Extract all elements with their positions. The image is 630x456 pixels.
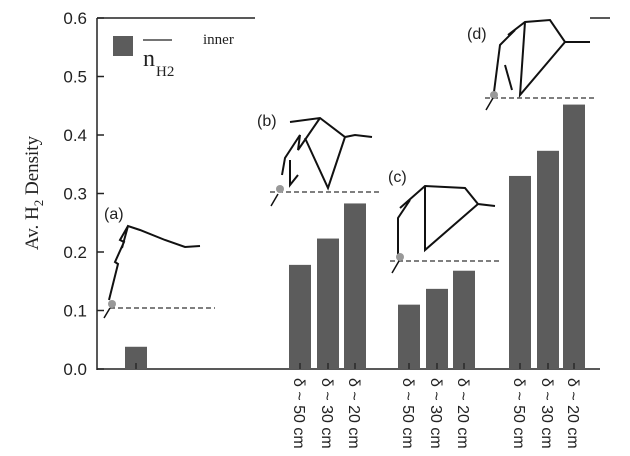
- legend-label: n: [143, 46, 155, 72]
- x-tick-label: δ ~ 30 cm: [427, 378, 444, 449]
- inset-b: [270, 118, 380, 206]
- legend: n H2 inner: [113, 32, 234, 80]
- x-tick-label: δ ~ 30 cm: [318, 378, 335, 449]
- x-tick-label: δ ~ 20 cm: [345, 378, 362, 449]
- x-tick-label: δ ~ 20 cm: [564, 378, 581, 449]
- x-tick-label: δ ~ 50 cm: [510, 378, 527, 449]
- bar: [537, 151, 559, 369]
- bar: [563, 105, 585, 369]
- annotation: (d): [467, 26, 487, 43]
- y-tick-label: 0.0: [63, 360, 87, 379]
- annotation: (b): [257, 113, 277, 130]
- inset-d: [485, 20, 595, 110]
- legend-swatch: [113, 36, 133, 56]
- bar: [509, 176, 531, 369]
- y-tick-label: 0.1: [63, 302, 87, 321]
- legend-sup: inner: [203, 32, 234, 48]
- x-tick-label: δ ~ 50 cm: [290, 378, 307, 449]
- y-tick-label: 0.4: [63, 126, 87, 145]
- bar: [398, 305, 420, 369]
- bar: [317, 239, 339, 369]
- y-label-part: Av. H: [22, 206, 43, 250]
- legend-sub: H2: [156, 64, 174, 80]
- y-tick-label: 0.5: [63, 68, 87, 87]
- bar: [453, 271, 475, 369]
- y-label-part: Density: [22, 135, 43, 199]
- y-tick-label: 0.3: [63, 185, 87, 204]
- inset-c: [390, 186, 500, 273]
- annotation: (a): [104, 206, 124, 223]
- x-tick-label: δ ~ 20 cm: [454, 378, 471, 449]
- y-tick-label: 0.6: [63, 9, 87, 28]
- x-tick-label: δ ~ 50 cm: [399, 378, 416, 449]
- y-tick-label: 0.2: [63, 243, 87, 262]
- bar: [344, 203, 366, 369]
- y-axis-label: Av. H2 Density: [22, 135, 46, 250]
- bar: [426, 289, 448, 369]
- x-tick-label: δ ~ 30 cm: [538, 378, 555, 449]
- inset-a: [104, 226, 215, 318]
- chart: Av. H2 Density n H2 inner (a) (b) (c) (d…: [0, 0, 630, 456]
- annotation: (c): [388, 169, 407, 186]
- bar: [289, 265, 311, 369]
